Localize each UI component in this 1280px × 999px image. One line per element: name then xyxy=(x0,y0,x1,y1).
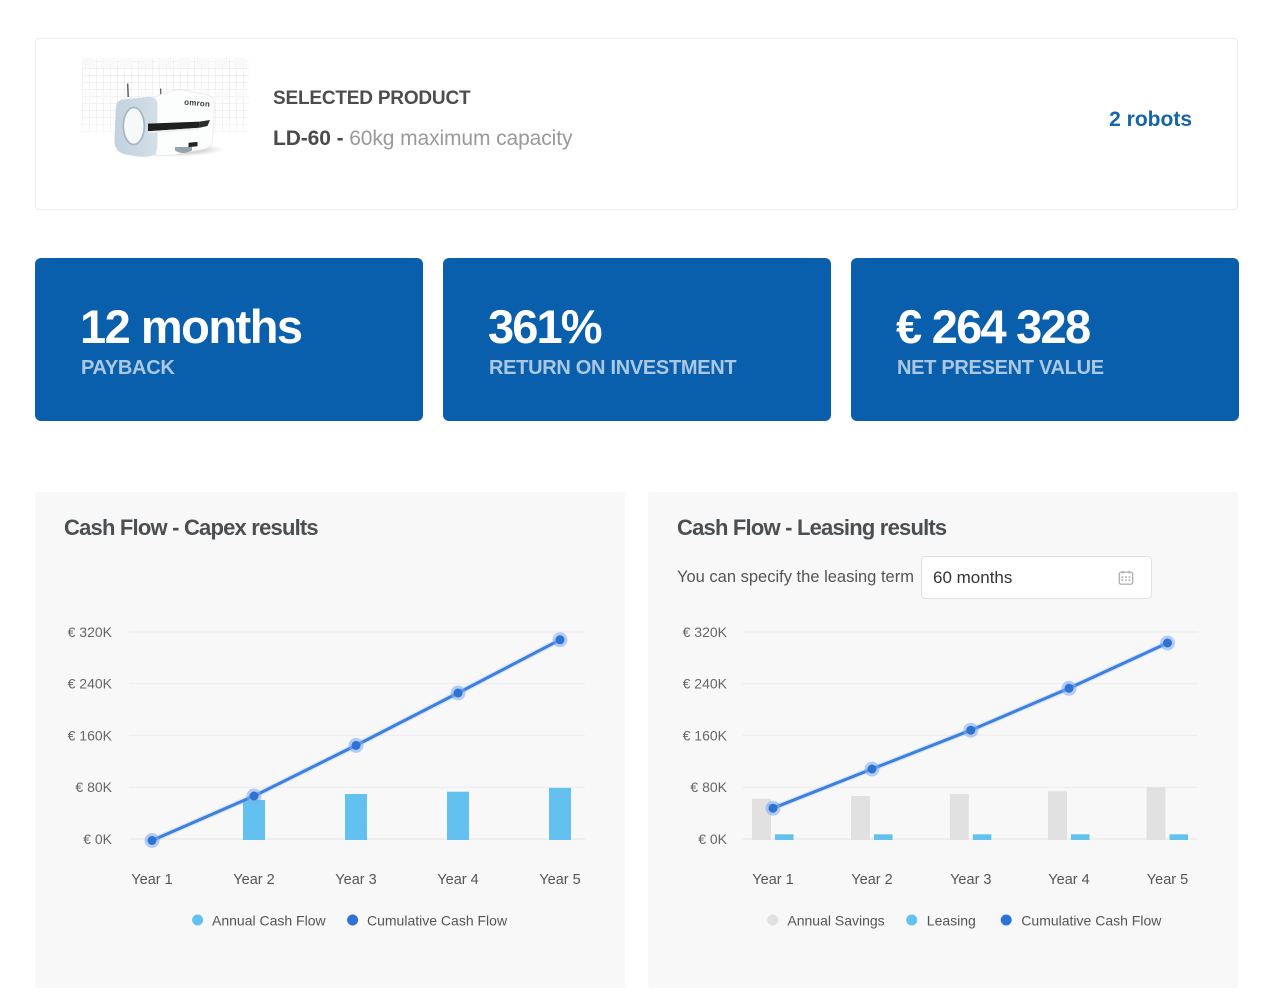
svg-text:Year 3: Year 3 xyxy=(335,872,376,888)
svg-text:Leasing: Leasing xyxy=(927,913,976,929)
svg-text:€ 240K: € 240K xyxy=(68,676,113,692)
svg-text:Annual Cash Flow: Annual Cash Flow xyxy=(212,913,327,929)
svg-text:Annual Savings: Annual Savings xyxy=(787,913,884,929)
svg-text:Year 4: Year 4 xyxy=(437,872,478,888)
svg-text:Year 1: Year 1 xyxy=(131,872,172,888)
svg-text:€ 80K: € 80K xyxy=(75,779,112,795)
svg-text:€ 160K: € 160K xyxy=(683,727,728,743)
svg-text:€ 0K: € 0K xyxy=(698,831,727,847)
svg-text:Year 2: Year 2 xyxy=(233,872,274,888)
svg-text:Year 3: Year 3 xyxy=(950,872,991,888)
svg-text:omron: omron xyxy=(184,98,211,109)
svg-text:€ 160K: € 160K xyxy=(68,727,113,743)
svg-text:€ 240K: € 240K xyxy=(683,676,728,692)
svg-text:€ 320K: € 320K xyxy=(68,624,113,640)
svg-text:Year 2: Year 2 xyxy=(851,872,892,888)
svg-text:€ 320K: € 320K xyxy=(683,624,728,640)
svg-text:€ 0K: € 0K xyxy=(83,831,112,847)
svg-text:Year 4: Year 4 xyxy=(1048,872,1089,888)
svg-text:Cumulative Cash Flow: Cumulative Cash Flow xyxy=(1021,913,1162,929)
svg-text:Year 1: Year 1 xyxy=(752,872,793,888)
svg-text:Cumulative Cash Flow: Cumulative Cash Flow xyxy=(367,913,508,929)
svg-text:Year 5: Year 5 xyxy=(1147,872,1188,888)
svg-text:Year 5: Year 5 xyxy=(539,872,580,888)
svg-text:€ 80K: € 80K xyxy=(690,779,727,795)
